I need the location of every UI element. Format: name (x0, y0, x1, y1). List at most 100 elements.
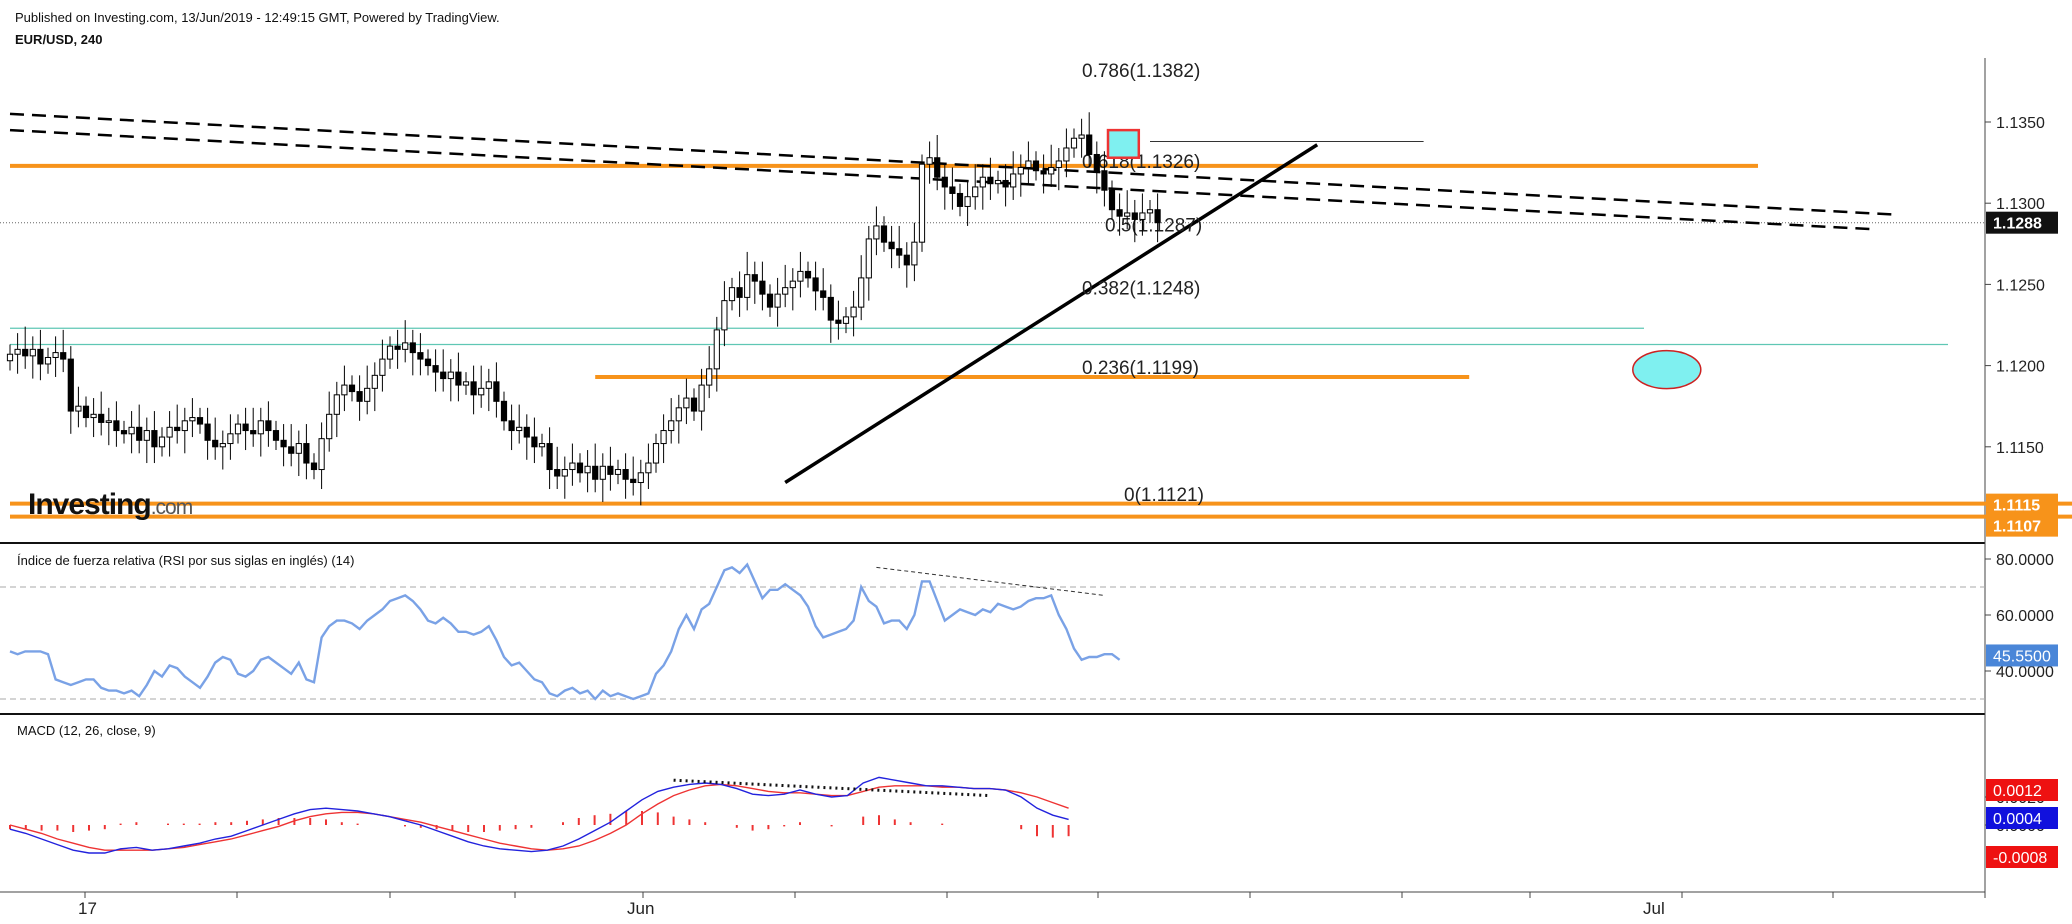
candle-body (402, 342, 409, 350)
candle-body (554, 469, 561, 477)
candle-body (295, 443, 302, 454)
macd-value-badge: 0.0004 (1993, 811, 2042, 828)
candle-body (394, 345, 401, 350)
candle-body (538, 443, 546, 448)
rsi-divergence-line (876, 566, 1105, 596)
candle-body (835, 319, 842, 324)
candle-body (721, 300, 728, 331)
candle-body (280, 439, 287, 448)
candle-body (683, 397, 690, 409)
candle-body (333, 394, 340, 415)
candle-body (652, 443, 660, 464)
candle-body (865, 238, 872, 279)
candle-body (174, 426, 181, 432)
last-price-badge-bg (1986, 211, 2058, 234)
fib-level-label: 0.5(1.1287) (1105, 215, 1202, 236)
candle-body (303, 443, 310, 464)
candle-body (956, 192, 964, 207)
rsi-tick-label: 60.0000 (1996, 608, 2054, 625)
candle-body (888, 241, 895, 250)
candle-body (645, 462, 652, 474)
candle-body (1010, 173, 1017, 188)
candle-body (424, 358, 432, 367)
candle-body (736, 287, 743, 298)
last-price-badge: 1.1288 (1993, 216, 2042, 233)
candle-body (1086, 134, 1093, 155)
candle-body (455, 371, 462, 386)
candle-body (500, 400, 508, 422)
candle-body (592, 465, 599, 480)
candle-body (766, 293, 774, 308)
candle-body (1154, 209, 1161, 224)
candle-body (812, 277, 819, 292)
candle-body (379, 358, 386, 376)
candle-body (432, 365, 439, 373)
candle-body (166, 426, 173, 438)
rsi-tick-label: 80.0000 (1996, 552, 2054, 569)
rsi-last-badge: 45.5500 (1993, 648, 2051, 665)
candle-body (242, 423, 249, 432)
candle-body (926, 157, 933, 165)
candle-body (1017, 166, 1024, 175)
candle-body (1146, 209, 1154, 214)
rsi-line (9, 562, 1121, 701)
candle-body (675, 407, 682, 422)
macd-title: MACD (12, 26, close, 9) (17, 723, 156, 738)
candle-body (204, 423, 211, 441)
candle-body (637, 472, 644, 484)
candle-body (728, 287, 736, 302)
candle-body (1070, 137, 1078, 149)
macd-signal-badge-bg (1986, 779, 2058, 801)
symbol-title: EUR/USD, 240 (15, 32, 103, 47)
candle-body (706, 368, 713, 386)
fib-level-label: 0.382(1.1248) (1082, 279, 1200, 300)
candle-body (1055, 160, 1062, 168)
candle-body (607, 465, 614, 475)
candle-body (219, 443, 226, 448)
candle-body (470, 381, 477, 396)
candle-body (136, 426, 143, 441)
candle-body (523, 426, 530, 438)
candle-body (98, 413, 105, 423)
candle-body (6, 353, 14, 362)
price-tick-label: 1.1150 (1996, 440, 2044, 457)
investing-logo: Investing.com (28, 488, 193, 522)
candle-body (850, 306, 857, 318)
candle-body (744, 274, 751, 298)
highlight-ellipse (1632, 349, 1702, 390)
candle-body (348, 384, 356, 393)
candle-body (120, 430, 128, 435)
candle-body (918, 163, 926, 243)
candle-body (569, 462, 576, 471)
trendline (784, 143, 1319, 485)
candle-body (386, 345, 394, 360)
candle-body (22, 348, 29, 357)
price-tick-label: 1.1250 (1996, 277, 2045, 294)
macd-histogram-badge-bg (1986, 846, 2058, 868)
candle-body (440, 371, 447, 380)
candle-body (371, 374, 378, 389)
trendline (9, 128, 1873, 231)
macd-signal-line (9, 783, 1069, 851)
candle-body (158, 436, 166, 448)
candle-body (67, 358, 74, 412)
fib-level-label: 0.786(1.1382) (1082, 61, 1200, 82)
candle-body (1048, 166, 1055, 175)
macd-value-badge-bg (1986, 807, 2058, 829)
candle-body (964, 196, 971, 207)
rsi-title: Índice de fuerza relativa (RSI por sus s… (17, 553, 355, 568)
candle-body (934, 157, 941, 178)
price-tick-label: 1.1300 (1996, 196, 2045, 213)
time-tick-label: Jul (1643, 899, 1665, 918)
candle-body (804, 270, 812, 279)
candle-body (911, 241, 918, 266)
candle-body (797, 270, 804, 282)
candle-body (903, 254, 910, 266)
fib-level-label: 0(1.1121) (1124, 485, 1204, 506)
candle-body (90, 413, 97, 419)
candle-body (774, 293, 781, 308)
level-price-badge: 1.1115 (1993, 498, 2040, 515)
candle-body (151, 430, 158, 448)
candle-body (1124, 212, 1131, 217)
